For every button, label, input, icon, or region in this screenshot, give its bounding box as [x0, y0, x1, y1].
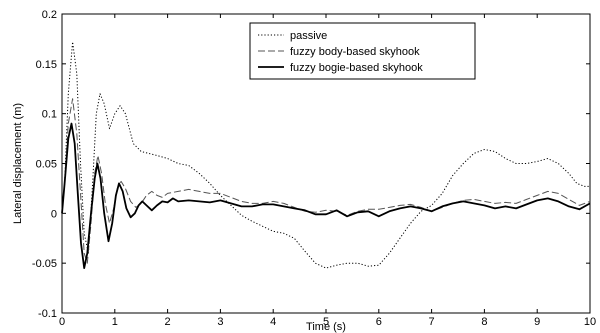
- x-tick-label: 5: [323, 316, 329, 328]
- x-tick-label: 10: [584, 316, 596, 328]
- x-tick-label: 9: [534, 316, 540, 328]
- legend-label: fuzzy body-based skyhook: [290, 46, 420, 58]
- x-tick-label: 8: [481, 316, 487, 328]
- x-axis-label: Time (s): [306, 321, 346, 333]
- x-tick-label: 6: [376, 316, 382, 328]
- legend-box: [249, 22, 476, 80]
- y-tick-label: 0.2: [42, 9, 57, 21]
- x-tick-label: 4: [270, 316, 276, 328]
- y-tick-label: 0.15: [36, 59, 57, 71]
- y-tick-label: 0: [51, 208, 57, 220]
- series-line-2: [61, 98, 591, 264]
- y-tick-label: -0.05: [32, 258, 57, 270]
- y-tick-label: 0.05: [36, 159, 57, 171]
- series-line-3: [61, 122, 591, 269]
- legend-label: fuzzy bogie-based skyhook: [290, 62, 423, 74]
- legend: passive fuzzy body-based skyhook fuzzy bog…: [249, 22, 476, 80]
- series-layer: [61, 41, 591, 269]
- x-tick-label: 2: [165, 316, 171, 328]
- x-tick-label: 3: [217, 316, 223, 328]
- legend-label: passive: [290, 30, 327, 42]
- y-axis-label: Lateral displacement (m): [12, 103, 24, 224]
- x-tick-label: 0: [59, 316, 65, 328]
- y-tick-label: -0.1: [38, 308, 57, 320]
- ticks-layer: 0 1 2 3 4 5 6 7 8 9 10 -0.1 -0.05 0 0.05 0.1 0.15 0.2: [32, 9, 596, 328]
- y-tick-label: 0.1: [42, 109, 57, 121]
- x-tick-label: 1: [112, 316, 118, 328]
- series-line-1: [61, 41, 590, 269]
- x-tick-label: 7: [429, 316, 435, 328]
